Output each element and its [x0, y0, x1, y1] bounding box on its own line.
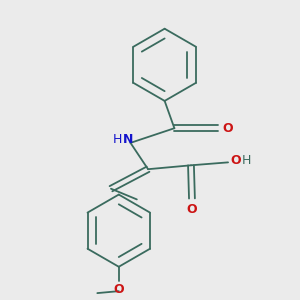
Text: O: O: [230, 154, 241, 167]
Text: O: O: [113, 283, 124, 296]
Text: H: H: [242, 154, 251, 167]
Text: O: O: [187, 203, 197, 216]
Text: H: H: [113, 134, 122, 146]
Text: O: O: [222, 122, 233, 135]
Text: N: N: [123, 134, 133, 146]
